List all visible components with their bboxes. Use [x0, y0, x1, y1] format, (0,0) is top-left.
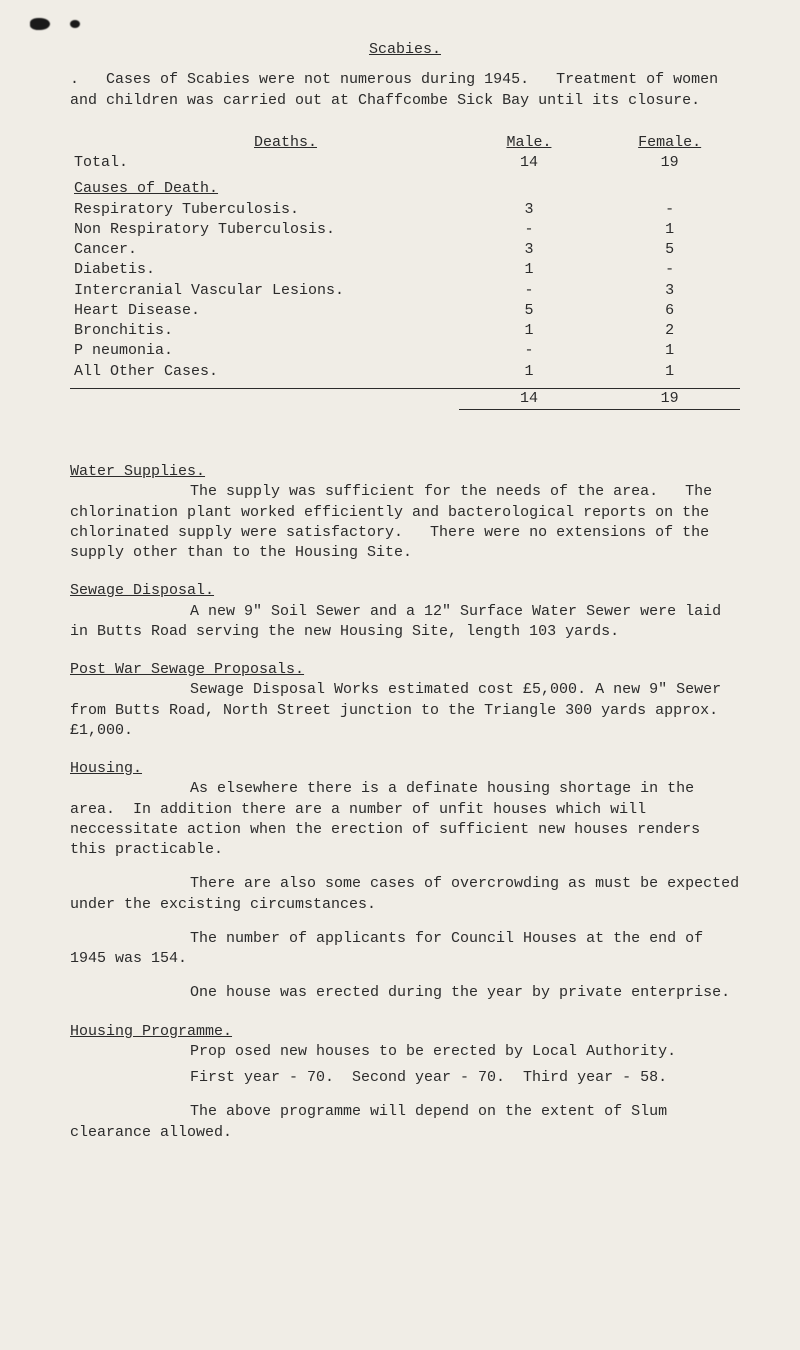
table-row: Bronchitis. 1 2	[70, 321, 740, 341]
total-female: 19	[661, 154, 679, 171]
row-m: 5	[524, 302, 533, 319]
table-row: Intercranial Vascular Lesions. - 3	[70, 281, 740, 301]
row-m: -	[524, 221, 533, 238]
ink-smudge	[30, 18, 50, 30]
row-label: Respiratory Tuberculosis.	[74, 201, 299, 218]
page-title: Scabies.	[369, 41, 441, 58]
row-label: Intercranial Vascular Lesions.	[74, 282, 344, 299]
table-row: Respiratory Tuberculosis. 3 -	[70, 200, 740, 220]
row-f: 1	[665, 221, 674, 238]
housing-body: As elsewhere there is a definate housing…	[70, 779, 740, 860]
row-m: 3	[524, 201, 533, 218]
deaths-table: Deaths. Male. Female. Total. 14 19 Cause…	[70, 133, 740, 410]
water-body: The supply was sufficient for the needs …	[70, 482, 740, 563]
table-row: All Other Cases. 1 1	[70, 362, 740, 382]
table-row: Non Respiratory Tuberculosis. - 1	[70, 220, 740, 240]
row-label: All Other Cases.	[74, 363, 218, 380]
row-m: 1	[524, 322, 533, 339]
row-f: 1	[665, 342, 674, 359]
row-label: Diabetis.	[74, 261, 155, 278]
programme-p3: The above programme will depend on the e…	[70, 1102, 740, 1143]
row-label: Heart Disease.	[74, 302, 200, 319]
table-row: Cancer. 3 5	[70, 240, 740, 260]
programme-p1: Prop osed new houses to be erected by Lo…	[70, 1042, 740, 1062]
row-label: Cancer.	[74, 241, 137, 258]
causes-heading: Causes of Death.	[74, 180, 218, 197]
housing-p4: One house was erected during the year by…	[70, 983, 740, 1003]
col-female: Female.	[638, 134, 701, 151]
programme-heading: Housing Programme.	[70, 1022, 232, 1042]
postwar-block: Post War Sewage Proposals. Sewage Dispos…	[70, 660, 740, 741]
intro-paragraph: . Cases of Scabies were not numerous dur…	[70, 70, 740, 111]
deaths-header-row: Deaths. Male. Female.	[70, 133, 740, 153]
page-title-wrap: Scabies.	[70, 40, 740, 60]
total-male: 14	[520, 154, 538, 171]
housing-p2: There are also some cases of overcrowdin…	[70, 874, 740, 915]
row-label: Bronchitis.	[74, 322, 173, 339]
row-f: -	[665, 261, 674, 278]
water-block: Water Supplies. The supply was sufficien…	[70, 462, 740, 563]
row-f: 1	[665, 363, 674, 380]
postwar-heading: Post War Sewage Proposals.	[70, 660, 304, 680]
deaths-heading: Deaths.	[74, 134, 317, 151]
sewage-body: A new 9" Soil Sewer and a 12" Surface Wa…	[70, 602, 740, 643]
housing-heading: Housing.	[70, 759, 142, 779]
sewage-heading: Sewage Disposal.	[70, 581, 214, 601]
sum-male: 14	[520, 390, 538, 407]
row-f: 5	[665, 241, 674, 258]
deaths-block: Deaths. Male. Female. Total. 14 19 Cause…	[70, 133, 740, 410]
housing-p3: The number of applicants for Council Hou…	[70, 929, 740, 970]
row-m: 1	[524, 363, 533, 380]
water-heading: Water Supplies.	[70, 462, 205, 482]
row-m: 3	[524, 241, 533, 258]
row-f: 3	[665, 282, 674, 299]
table-row: Heart Disease. 5 6	[70, 301, 740, 321]
sum-row: 14 19	[70, 388, 740, 409]
sum-female: 19	[661, 390, 679, 407]
row-m: -	[524, 342, 533, 359]
row-f: 6	[665, 302, 674, 319]
ink-smudge-small	[70, 20, 80, 28]
row-f: 2	[665, 322, 674, 339]
causes-heading-row: Causes of Death.	[70, 179, 740, 199]
row-f: -	[665, 201, 674, 218]
row-label: Non Respiratory Tuberculosis.	[74, 221, 335, 238]
row-m: -	[524, 282, 533, 299]
total-label: Total.	[74, 154, 128, 171]
row-m: 1	[524, 261, 533, 278]
programme-p2: First year - 70. Second year - 70. Third…	[70, 1068, 740, 1088]
programme-block: Housing Programme. Prop osed new houses …	[70, 1022, 740, 1143]
table-row: Diabetis. 1 -	[70, 260, 740, 280]
postwar-body: Sewage Disposal Works estimated cost £5,…	[70, 680, 740, 741]
total-row: Total. 14 19	[70, 153, 740, 173]
sewage-block: Sewage Disposal. A new 9" Soil Sewer and…	[70, 581, 740, 642]
row-label: P neumonia.	[74, 342, 173, 359]
housing-block: Housing. As elsewhere there is a definat…	[70, 759, 740, 1004]
col-male: Male.	[506, 134, 551, 151]
table-row: P neumonia. - 1	[70, 341, 740, 361]
